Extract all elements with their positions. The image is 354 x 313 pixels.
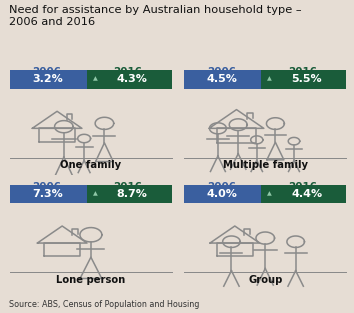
- Text: ▲: ▲: [93, 76, 97, 81]
- Text: Need for assistance by Australian household type –
2006 and 2016: Need for assistance by Australian househ…: [9, 5, 302, 28]
- Text: 2016: 2016: [288, 182, 317, 192]
- Text: 2006: 2006: [33, 182, 62, 192]
- Text: ▲: ▲: [267, 191, 272, 196]
- Bar: [261, 70, 346, 89]
- Bar: [10, 185, 87, 203]
- Text: Source: ABS, Census of Population and Housing: Source: ABS, Census of Population and Ho…: [9, 300, 199, 309]
- Text: 4.3%: 4.3%: [117, 74, 148, 85]
- Text: 2016: 2016: [114, 182, 143, 192]
- Text: Lone person: Lone person: [56, 275, 126, 285]
- Bar: [10, 70, 87, 89]
- Text: 7.3%: 7.3%: [33, 189, 63, 199]
- Bar: [261, 185, 346, 203]
- Text: ▲: ▲: [267, 76, 272, 81]
- Text: 2006: 2006: [207, 182, 236, 192]
- Text: 3.2%: 3.2%: [33, 74, 63, 85]
- Text: 2006: 2006: [207, 67, 236, 77]
- Text: One family: One family: [60, 160, 121, 170]
- Bar: [184, 185, 261, 203]
- Text: 2006: 2006: [33, 67, 62, 77]
- Bar: [87, 185, 172, 203]
- Text: 2016: 2016: [114, 67, 143, 77]
- Text: 4.0%: 4.0%: [207, 189, 238, 199]
- Text: 8.7%: 8.7%: [117, 189, 148, 199]
- Text: 2016: 2016: [288, 67, 317, 77]
- Text: ▲: ▲: [93, 191, 97, 196]
- Bar: [184, 70, 261, 89]
- Bar: [87, 70, 172, 89]
- Text: 4.4%: 4.4%: [291, 189, 322, 199]
- Text: Group: Group: [248, 275, 282, 285]
- Text: 4.5%: 4.5%: [207, 74, 238, 85]
- Text: Multiple family: Multiple family: [223, 160, 308, 170]
- Text: 5.5%: 5.5%: [291, 74, 322, 85]
